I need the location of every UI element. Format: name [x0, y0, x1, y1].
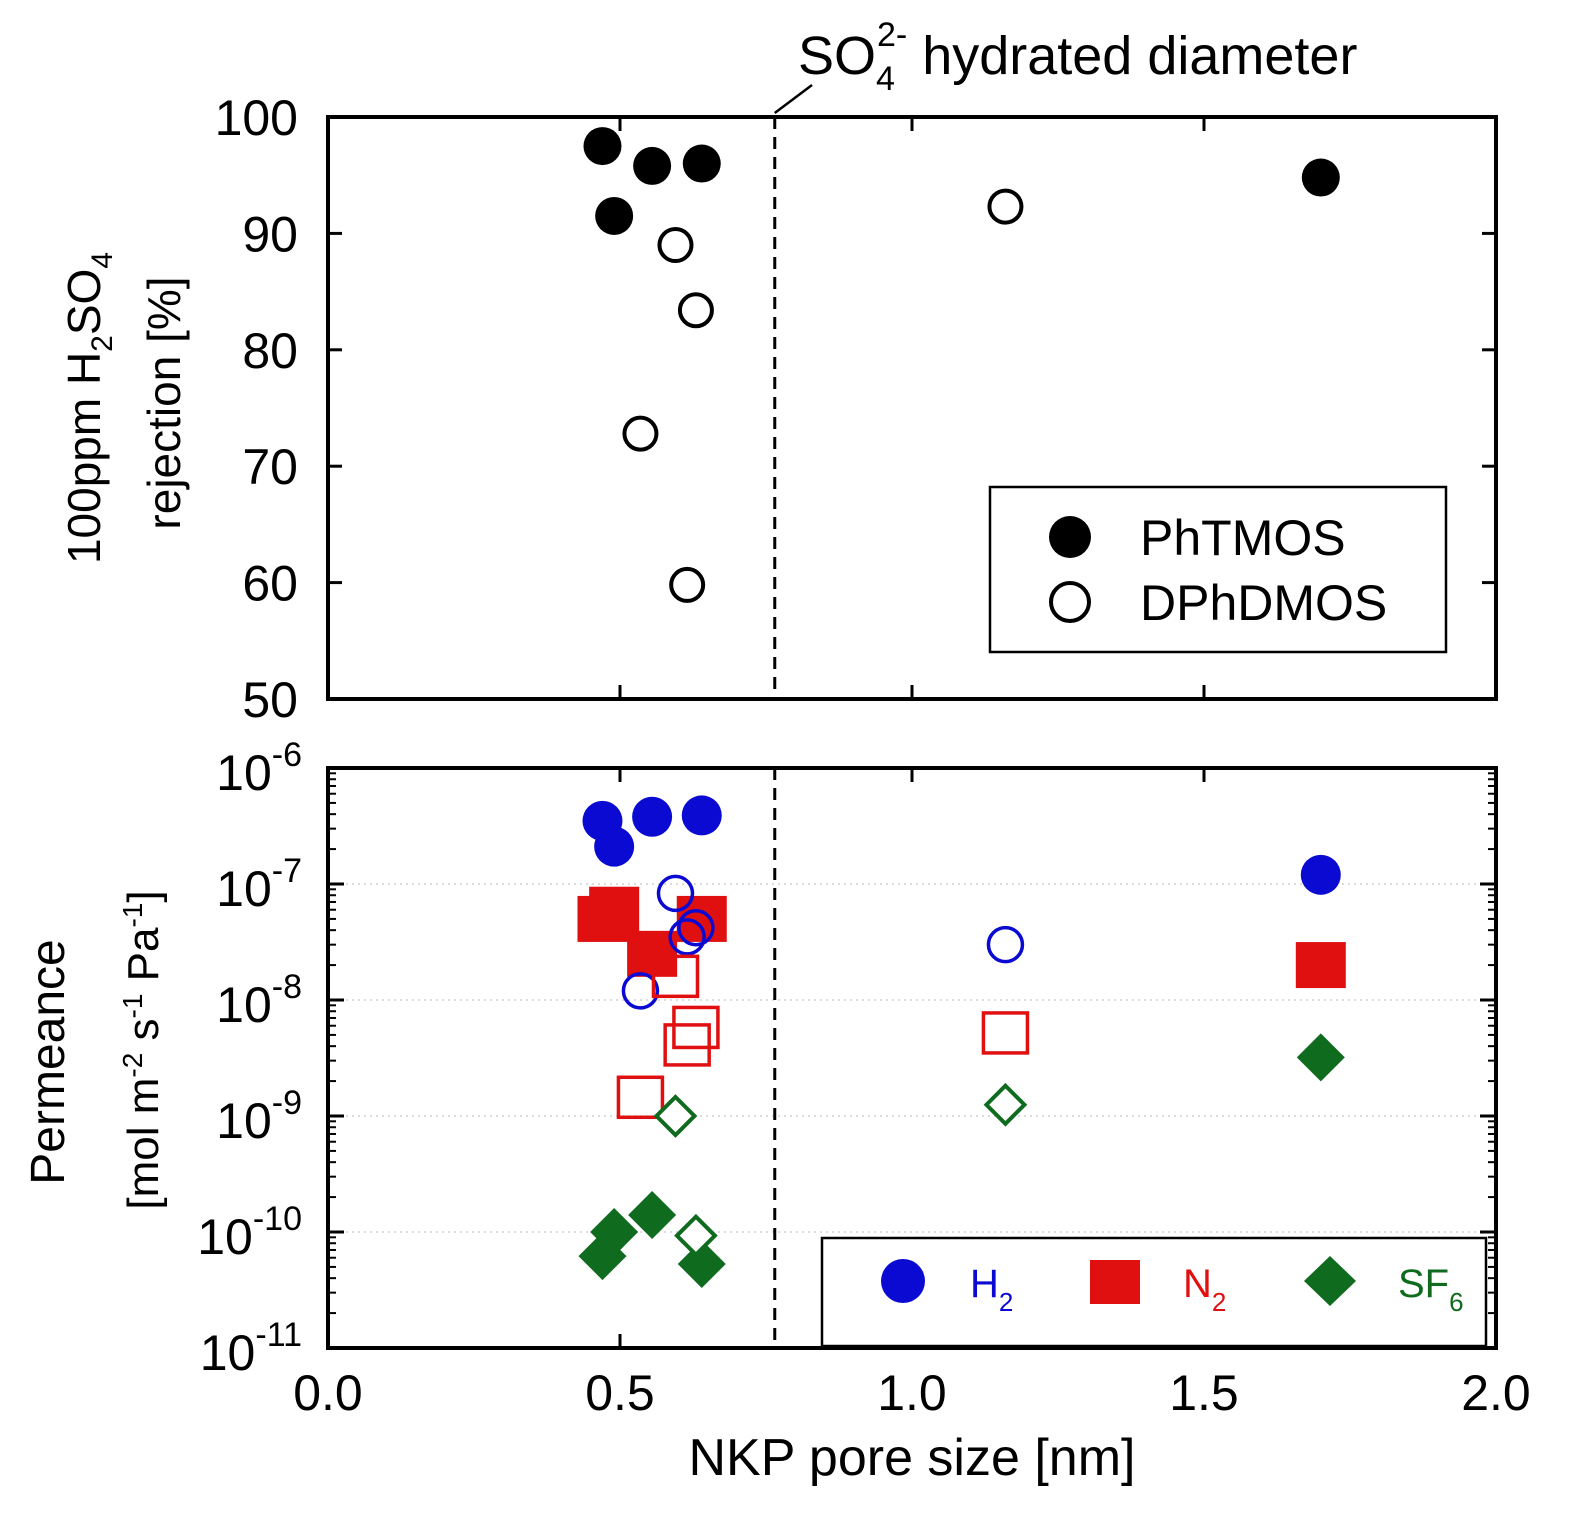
bottom-y-tick-labels: 10-11 10-10 10-9 10-8 10-7 10-6 — [197, 736, 302, 1381]
bottom-axis-ticks — [326, 766, 1498, 1350]
annotation-rest: hydrated diameter — [907, 26, 1357, 86]
top-ytick-label-80: 80 — [242, 323, 298, 379]
point-n2-dphdmos — [651, 954, 700, 999]
point-n2-phtmos — [589, 886, 640, 933]
bottom-ytick-label: 10-6 — [216, 736, 302, 801]
bottom-grid-lines — [328, 883, 1496, 1233]
legend-h2-label: H2 — [970, 1262, 1013, 1317]
point-dphdmos-rejection — [622, 415, 659, 452]
point-h2-dphdmos — [656, 874, 695, 913]
bottom-ytick-label: 10-10 — [197, 1200, 302, 1265]
point-phtmos-rejection — [583, 127, 622, 166]
point-sf6-dphdmos — [674, 1213, 718, 1258]
bottom-legend: H2 N2 SF6 — [820, 1236, 1488, 1348]
xtick-label-1.5: 1.5 — [1169, 1365, 1239, 1421]
point-h2-dphdmos — [986, 925, 1025, 964]
point-dphdmos-rejection — [987, 188, 1024, 225]
bottom-ytick-label: 10-7 — [216, 852, 302, 917]
legend-dphdmos-label: DPhDMOS — [1140, 575, 1387, 631]
top-ytick-label-90: 90 — [242, 206, 298, 262]
point-dphdmos-rejection — [677, 292, 714, 329]
point-sf6-dphdmos — [653, 1094, 698, 1138]
point-h2-dphdmos — [677, 908, 715, 947]
point-h2-phtmos — [681, 795, 722, 836]
legend-phtmos-label: PhTMOS — [1140, 510, 1346, 566]
point-phtmos-rejection — [1301, 158, 1340, 197]
annotation-so4-label: SO4 2- hydrated diameter — [798, 16, 1357, 98]
bottom-ytick-label: 10-9 — [216, 1084, 302, 1149]
legend-h2-marker — [881, 1259, 925, 1303]
point-h2-phtmos — [1300, 854, 1341, 895]
top-y-axis-label: 100ppm H2SO4 — [58, 252, 119, 564]
point-sf6-dphdmos — [983, 1082, 1028, 1127]
annotation-leader-line — [774, 84, 813, 114]
point-n2-dphdmos — [672, 1005, 720, 1050]
top-panel-rejection: 50 60 70 80 90 100 SO4 2- hydrated diameter 10… — [58, 16, 1498, 728]
legend-dphdmos-marker — [1049, 581, 1091, 623]
xtick-label-2.0: 2.0 — [1461, 1365, 1531, 1421]
bottom-legend-box — [820, 1236, 1488, 1348]
top-legend-box — [988, 485, 1448, 654]
bottom-ytick-label: 10-11 — [200, 1316, 302, 1381]
annotation-so: SO — [798, 26, 876, 86]
point-dphdmos-rejection — [669, 566, 706, 603]
top-y-tick-labels: 50 60 70 80 90 100 — [215, 90, 298, 728]
legend-n2-label: N2 — [1183, 1262, 1226, 1317]
xtick-label-0.5: 0.5 — [585, 1365, 655, 1421]
x-axis-label: NKP pore size [nm] — [688, 1429, 1135, 1487]
top-y-axis-label-line2: rejection [%] — [138, 276, 190, 529]
bottom-y-axis-label: Permeance — [22, 939, 75, 1184]
xtick-label-1.0: 1.0 — [877, 1365, 947, 1421]
point-sf6-phtmos — [1296, 1033, 1345, 1082]
legend-n2-marker — [1090, 1260, 1140, 1304]
point-dphdmos-rejection — [657, 227, 694, 264]
point-n2-dphdmos — [663, 1023, 711, 1067]
bottom-ytick-label: 10-8 — [216, 968, 302, 1033]
top-data-points — [583, 127, 1340, 603]
legend-sf6-label: SF6 — [1398, 1262, 1464, 1317]
point-n2-phtmos — [1295, 942, 1346, 989]
legend-phtmos-marker — [1049, 516, 1091, 558]
annotation-sub-4: 4 — [876, 60, 895, 98]
xtick-label-0.0: 0.0 — [293, 1365, 363, 1421]
point-sf6-phtmos — [628, 1191, 677, 1240]
point-sf6-phtmos — [590, 1208, 639, 1256]
point-phtmos-rejection — [633, 146, 672, 185]
bottom-y-axis-units: [mol m-2 s-1 Pa-1] — [117, 890, 168, 1209]
top-ytick-label-100: 100 — [215, 90, 298, 146]
top-legend: PhTMOS DPhDMOS — [988, 485, 1448, 654]
legend-sf6-marker — [1304, 1256, 1356, 1306]
point-h2-dphdmos — [668, 918, 706, 956]
point-phtmos-rejection — [595, 196, 634, 235]
point-h2-dphdmos — [621, 972, 660, 1010]
point-phtmos-rejection — [682, 144, 721, 183]
top-axis-ticks — [326, 115, 1498, 701]
top-ytick-label-70: 70 — [242, 439, 298, 495]
top-ytick-label-50: 50 — [242, 672, 298, 728]
point-h2-phtmos — [594, 826, 635, 867]
bottom-panel-permeance: 10-11 10-10 10-9 10-8 10-7 10-6 0.0 0.5 1.0 1.5 2… — [22, 736, 1531, 1487]
point-h2-phtmos — [632, 796, 673, 837]
x-tick-labels: 0.0 0.5 1.0 1.5 2.0 — [293, 1365, 1531, 1421]
top-ytick-label-60: 60 — [242, 556, 298, 612]
point-sf6-phtmos — [677, 1239, 726, 1288]
bottom-data-points — [577, 795, 1346, 1288]
annotation-sup-2minus: 2- — [877, 16, 907, 54]
point-n2-dphdmos — [981, 1011, 1030, 1055]
point-n2-dphdmos — [616, 1075, 665, 1120]
